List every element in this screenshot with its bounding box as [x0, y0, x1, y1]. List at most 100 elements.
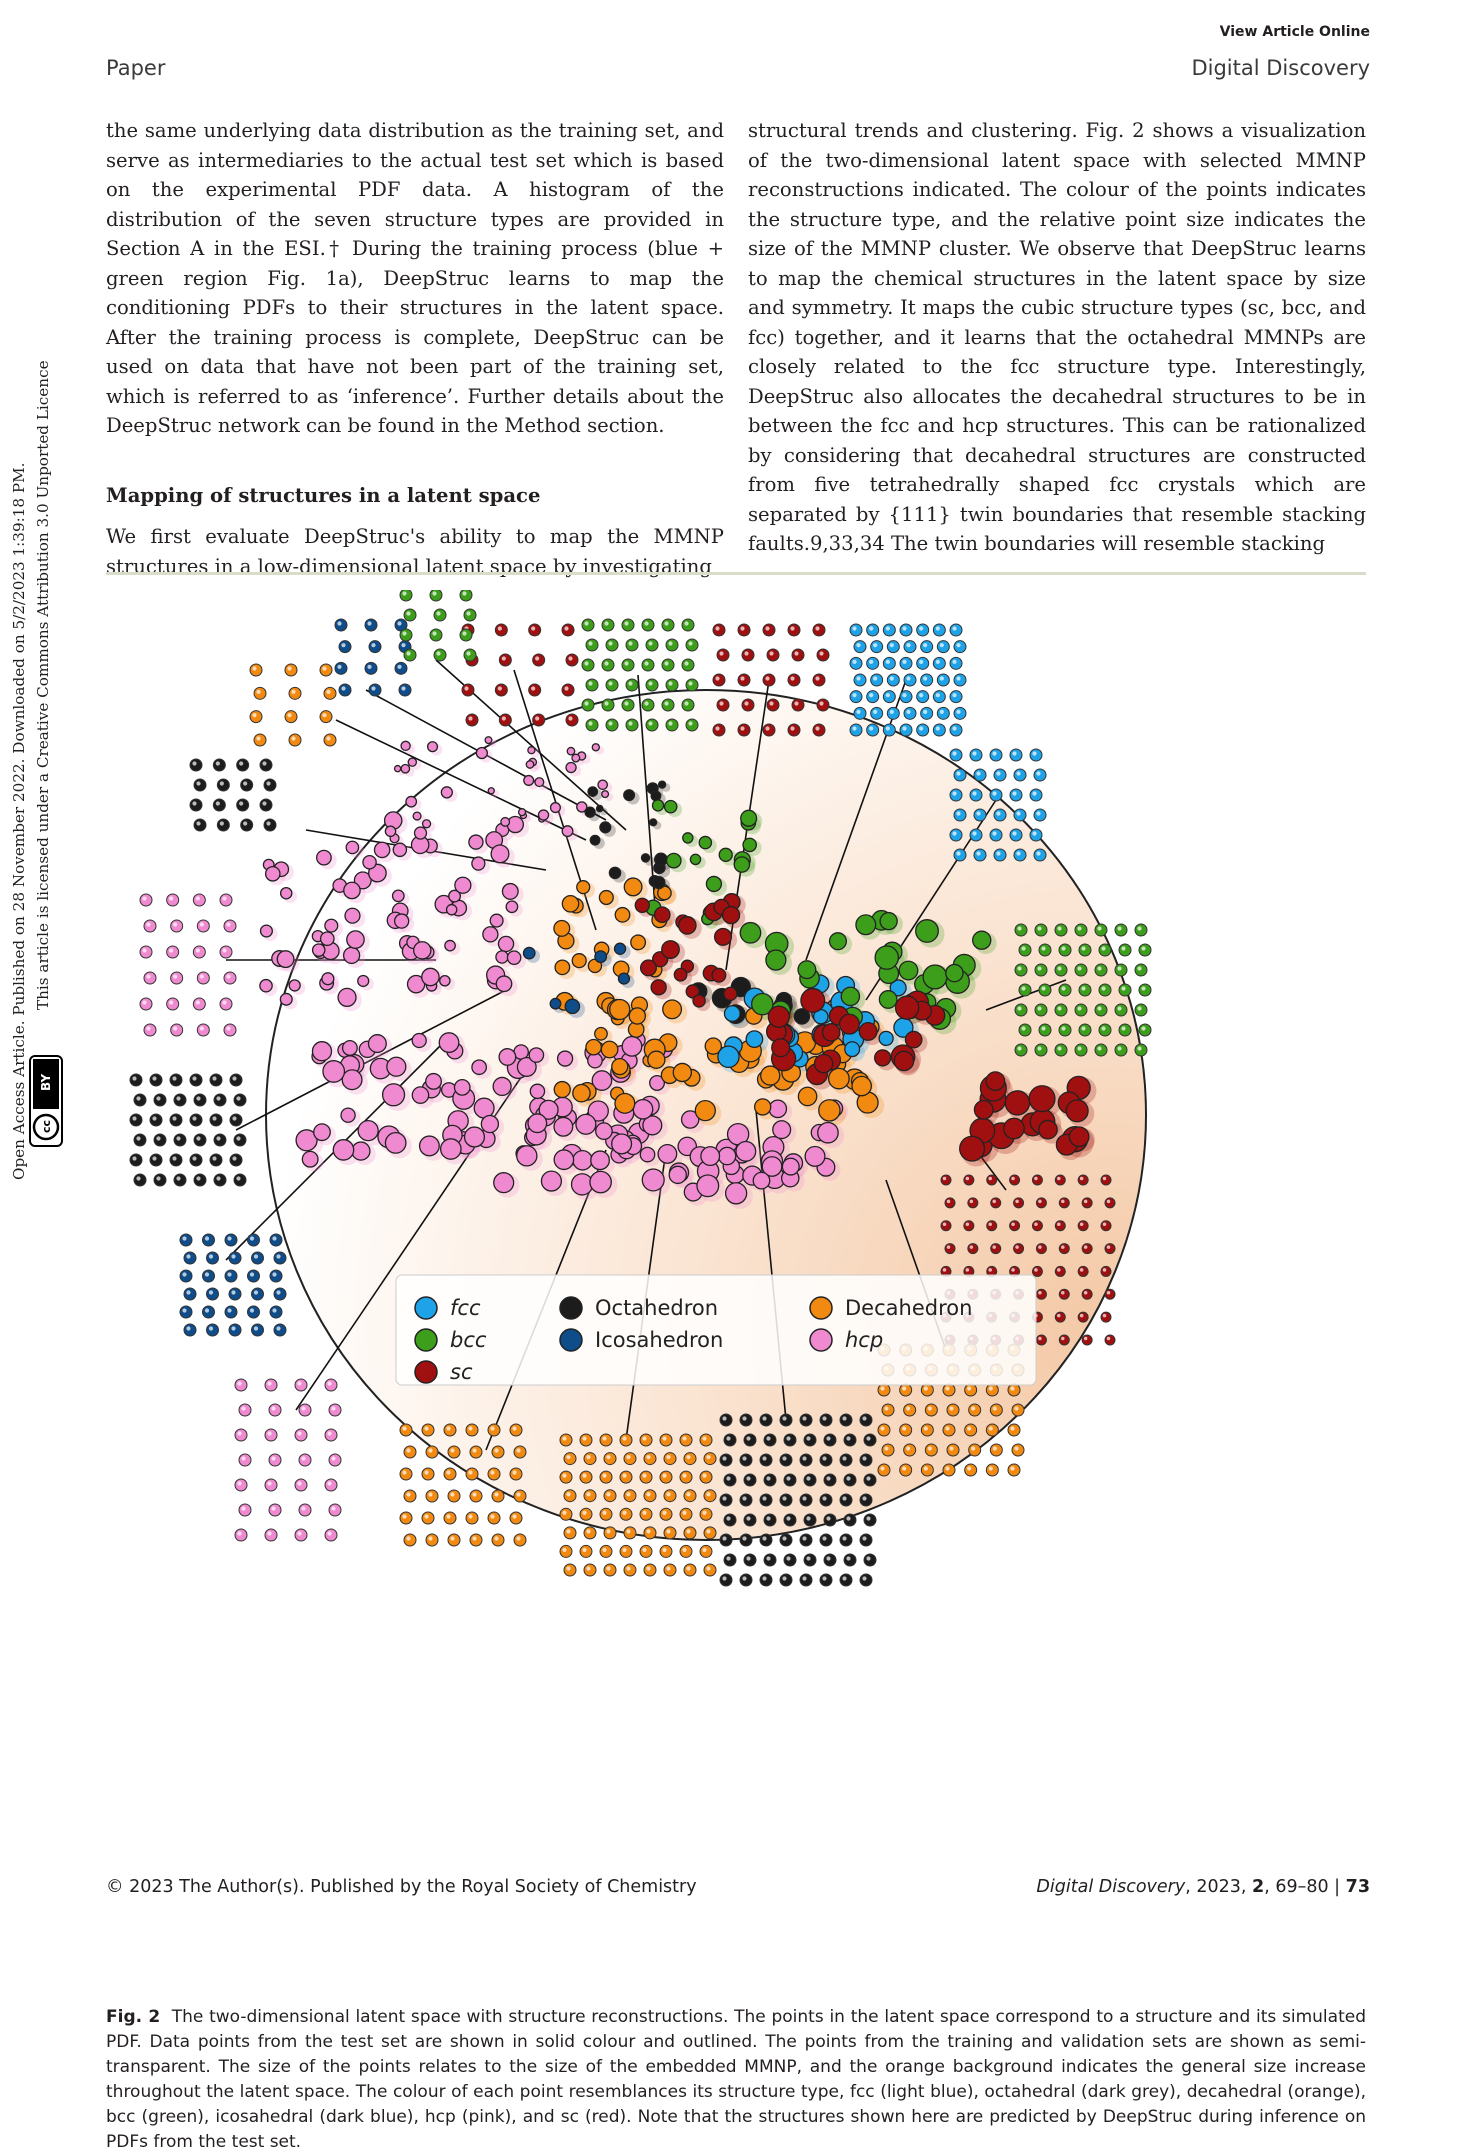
atom-highlight	[253, 1326, 259, 1331]
atom	[1058, 983, 1072, 997]
test-point	[276, 950, 295, 969]
atom	[143, 1023, 157, 1037]
atom	[949, 656, 963, 670]
atom-highlight	[132, 1116, 137, 1121]
view-online-link[interactable]: View Article Online	[1219, 24, 1370, 40]
atom	[491, 1445, 505, 1459]
atom	[263, 778, 277, 792]
atom	[1054, 1003, 1068, 1017]
atom-highlight	[602, 1547, 607, 1553]
atom	[719, 1453, 733, 1467]
test-point	[571, 753, 581, 763]
cc-by-badge[interactable]: cc BY	[29, 1055, 63, 1147]
atom	[234, 1478, 248, 1492]
atom-highlight	[945, 1466, 950, 1471]
atom	[699, 1544, 713, 1558]
test-point	[700, 1146, 721, 1167]
reconstruction-cluster-9	[559, 1433, 717, 1577]
atom-highlight	[1015, 1245, 1019, 1249]
test-point	[647, 1050, 666, 1069]
test-point	[972, 930, 992, 950]
atom-highlight	[267, 1431, 272, 1436]
atom-highlight	[646, 1492, 651, 1497]
test-point	[915, 919, 939, 943]
atom-highlight	[562, 1473, 567, 1478]
atom-highlight	[176, 1096, 181, 1101]
test-point	[650, 790, 662, 802]
atom-highlight	[766, 1516, 771, 1521]
atom-highlight	[604, 661, 609, 666]
atom	[202, 1269, 215, 1283]
atom-highlight	[794, 651, 799, 656]
atom-highlight	[885, 693, 890, 698]
atom-highlight	[706, 1454, 711, 1460]
test-point	[724, 1182, 748, 1205]
test-point	[640, 853, 651, 863]
test-point	[601, 790, 610, 799]
atom	[561, 683, 575, 697]
atom-highlight	[1106, 1291, 1111, 1295]
atom	[284, 663, 298, 677]
atom	[465, 1467, 479, 1481]
atom-highlight	[232, 1116, 237, 1121]
atom-highlight	[866, 1556, 871, 1561]
reconstruction-cluster-4	[949, 748, 1047, 862]
atom	[679, 1470, 693, 1484]
atom-highlight	[196, 781, 201, 786]
atom	[759, 1573, 773, 1587]
test-point	[528, 1047, 545, 1063]
atom	[665, 678, 679, 692]
atom	[949, 788, 963, 802]
atom-highlight	[1011, 1268, 1015, 1272]
atom	[953, 848, 967, 862]
test-point	[595, 804, 604, 813]
atom-highlight	[856, 709, 861, 714]
atom-highlight	[301, 1506, 306, 1511]
atom-highlight	[1081, 986, 1086, 991]
atom-highlight	[1061, 1245, 1065, 1249]
atom-highlight	[1101, 1026, 1106, 1031]
atom	[866, 690, 880, 704]
atom	[579, 1507, 593, 1521]
atom-highlight	[880, 1466, 885, 1471]
test-point	[611, 1057, 629, 1076]
test-point	[279, 992, 293, 1006]
atom-highlight	[688, 641, 693, 646]
atom-highlight	[939, 643, 944, 648]
atom-highlight	[992, 751, 997, 756]
atom	[209, 1073, 223, 1087]
atom-highlight	[1121, 946, 1126, 951]
test-point	[745, 1030, 764, 1049]
atom-highlight	[1057, 1313, 1061, 1318]
atom-highlight	[952, 726, 957, 731]
atom-highlight	[715, 726, 720, 731]
test-point	[413, 941, 432, 960]
atom-highlight	[949, 1446, 954, 1451]
test-point	[553, 1116, 574, 1137]
atom-highlight	[1106, 1245, 1111, 1249]
test-point	[332, 1139, 355, 1161]
atom	[192, 893, 206, 907]
atom-highlight	[782, 1456, 787, 1461]
test-point	[598, 889, 614, 906]
atom	[1011, 1403, 1025, 1417]
atom	[169, 1073, 183, 1087]
atom	[1035, 1288, 1047, 1300]
atom	[319, 663, 333, 677]
atom	[719, 1493, 733, 1507]
atom-highlight	[988, 1466, 993, 1471]
atom	[1054, 923, 1068, 937]
atom	[228, 1251, 242, 1265]
atom	[1007, 1383, 1021, 1397]
atom-highlight	[1010, 1426, 1015, 1431]
atom-highlight	[988, 1268, 992, 1272]
atom-highlight	[902, 659, 907, 664]
atom-highlight	[401, 643, 406, 648]
test-point	[767, 1005, 791, 1028]
atom	[1114, 923, 1128, 937]
atom-highlight	[967, 1426, 972, 1431]
test-point	[585, 1038, 602, 1056]
test-point	[634, 897, 650, 913]
atom-highlight	[494, 1536, 499, 1541]
test-point	[525, 760, 535, 769]
